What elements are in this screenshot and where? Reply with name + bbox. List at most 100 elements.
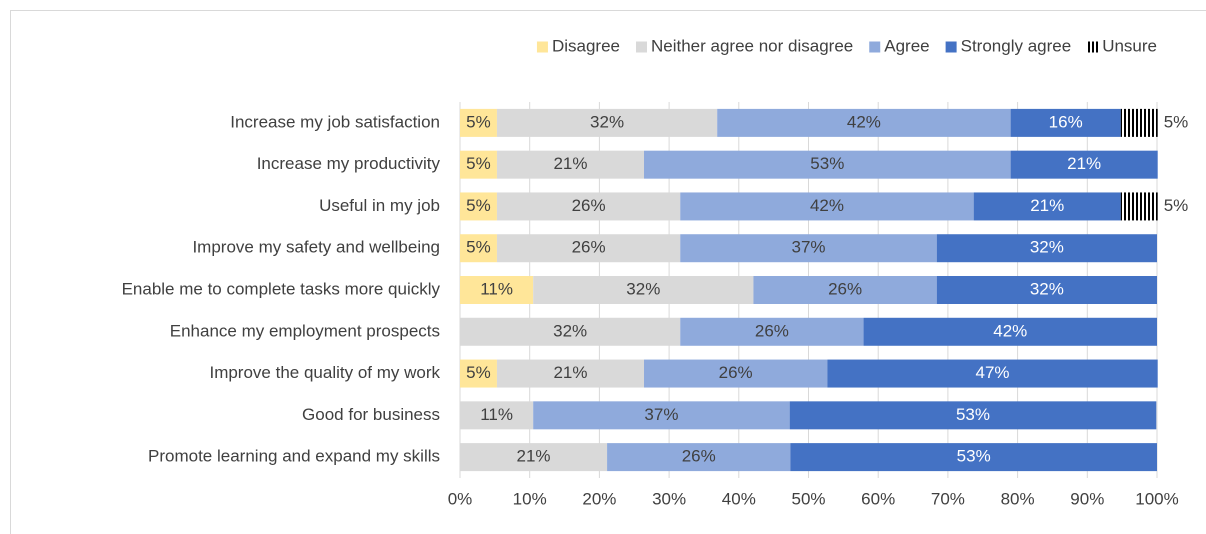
data-label: 37% [791,238,825,257]
data-label: 32% [1030,279,1064,298]
x-tick-label: 30% [652,489,686,508]
x-tick-label: 40% [722,489,756,508]
y-tick-label: Improve the quality of my work [209,363,440,382]
legend-label: Strongly agree [961,36,1072,55]
x-tick-label: 0% [448,489,473,508]
x-tick-label: 20% [582,489,616,508]
bar-segment [1120,108,1158,137]
bar-segment [460,401,534,430]
bar-segment [496,150,645,179]
legend-marker [945,41,957,53]
data-label: 21% [517,447,551,466]
data-label: 26% [828,279,862,298]
bar-segment [789,401,1157,430]
bar-segment [680,234,937,263]
bar-segment [460,108,497,137]
data-label: 53% [957,447,991,466]
legend-label: Disagree [552,36,620,55]
data-label: 42% [993,321,1027,340]
data-label: 5% [466,112,491,131]
bar-segment [680,317,864,346]
data-label: 21% [553,363,587,382]
chart-frame [10,10,1206,534]
legend-label: Agree [884,36,929,55]
data-label: 16% [1049,112,1083,131]
y-tick-label: Enable me to complete tasks more quickly [122,279,441,298]
bar-segment [460,359,497,388]
y-tick-label: Improve my safety and wellbeing [192,238,440,257]
bar-segment [863,317,1157,346]
bar-segment [1120,192,1158,221]
bar-segment [680,192,974,221]
bar-segment [607,443,791,472]
data-label: 47% [975,363,1009,382]
bar-segment [717,108,1011,137]
bar-segment [1010,150,1158,179]
legend-marker [636,41,647,53]
data-label: 11% [480,405,513,424]
y-tick-label: Good for business [302,405,440,424]
data-label: 26% [719,363,753,382]
data-label: 26% [572,238,606,257]
y-tick-label: Increase my productivity [257,154,441,173]
x-tick-label: 100% [1135,489,1178,508]
x-tick-label: 10% [513,489,547,508]
bar-segment [496,192,681,221]
data-label: 37% [644,405,678,424]
data-label: 42% [847,112,881,131]
data-label: 26% [755,321,789,340]
bar-segment [790,443,1157,472]
data-label: 5% [466,154,491,173]
data-label: 5% [466,196,491,215]
data-label: 21% [1067,154,1101,173]
legend-label: Neither agree nor disagree [651,36,853,55]
bar-segment [533,401,790,430]
legend-marker [536,41,548,53]
bar-segment [496,359,645,388]
data-label: 32% [553,321,587,340]
legend-label: Unsure [1102,36,1157,55]
bar-segment [936,276,1157,304]
bar-segment [827,359,1158,388]
bar-segment [460,150,497,179]
bar-segment [496,234,681,263]
data-label: 5% [466,363,491,382]
data-label: 42% [810,196,844,215]
x-tick-label: 70% [931,489,965,508]
data-label: 5% [1164,112,1189,131]
data-label: 53% [956,405,990,424]
bar-segment [973,192,1121,221]
bar-segment [460,276,534,304]
x-tick-label: 50% [791,489,825,508]
data-label: 21% [1030,196,1064,215]
data-label: 32% [626,279,660,298]
data-label: 32% [590,112,624,131]
bar-segment [753,276,937,304]
legend-marker [869,41,881,53]
bar-segment [460,234,497,263]
bar-segment [460,317,681,346]
y-tick-label: Promote learning and expand my skills [148,447,440,466]
bar-segment [936,234,1157,263]
x-tick-label: 80% [1001,489,1035,508]
data-label: 26% [572,196,606,215]
bar-segment [496,108,718,137]
data-label: 26% [682,447,716,466]
data-label: 53% [810,154,844,173]
y-tick-label: Useful in my job [319,196,440,215]
x-tick-label: 60% [861,489,895,508]
data-label: 21% [553,154,587,173]
bar-segment [533,276,754,304]
data-label: 5% [1164,196,1189,215]
data-label: 5% [466,238,491,257]
bar-segment [460,443,608,472]
y-tick-label: Increase my job satisfaction [230,112,440,131]
legend-marker [1087,41,1099,53]
data-label: 11% [480,279,513,298]
data-label: 32% [1030,238,1064,257]
bar-segment [460,192,497,221]
x-tick-label: 90% [1070,489,1104,508]
y-tick-label: Enhance my employment prospects [170,321,440,340]
bar-segment [1010,108,1121,137]
